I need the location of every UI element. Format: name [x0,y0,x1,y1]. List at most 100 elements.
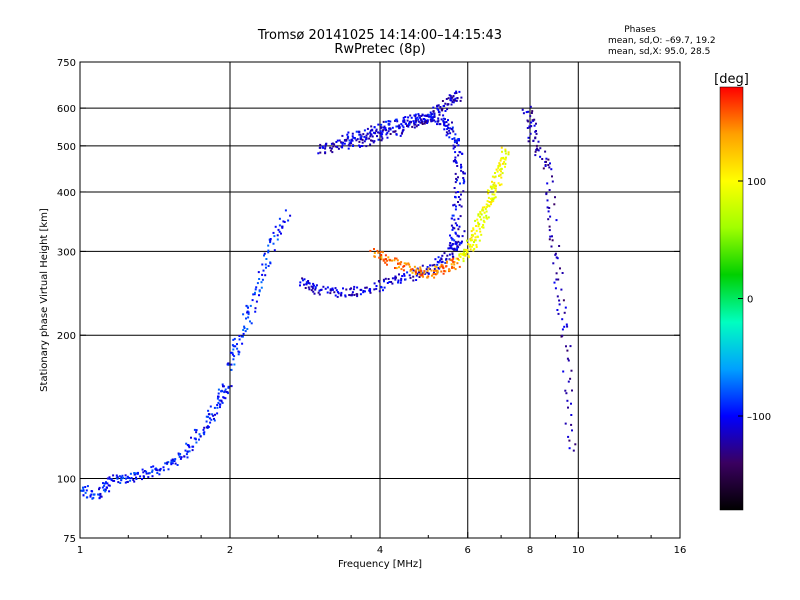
data-point [103,484,106,487]
data-point [217,402,220,404]
data-point [475,246,478,248]
data-point [491,197,494,200]
data-point [445,131,448,134]
data-point [245,317,247,320]
data-point [221,383,224,386]
data-point [475,229,478,232]
data-point [562,370,565,373]
data-point [454,97,457,100]
data-point [425,268,428,271]
data-point [485,214,488,217]
data-point [498,162,501,165]
data-point [317,291,320,294]
data-point [440,270,443,273]
data-point [456,97,459,100]
data-point [380,254,383,256]
data-point [459,256,462,258]
data-point [319,146,322,149]
data-point [389,120,392,123]
data-point [356,286,359,289]
data-point [436,270,439,273]
data-point [533,124,536,127]
data-point [452,248,455,251]
data-point [359,145,361,148]
data-point [414,123,417,126]
data-point [415,125,418,128]
data-point [454,231,457,234]
data-point [429,111,432,114]
data-point [143,470,146,472]
data-point [120,476,123,479]
data-point [407,116,410,119]
data-point [198,433,201,436]
data-point [485,206,488,208]
data-point [451,243,454,246]
data-point [539,155,542,158]
data-point [232,345,235,348]
data-point [398,266,400,269]
data-point [346,133,349,136]
data-point [365,134,368,137]
data-point [209,421,212,424]
data-point [459,198,462,201]
data-point [474,236,477,239]
data-point [232,358,235,361]
data-point [453,239,456,242]
data-point [219,406,221,409]
data-point [410,116,413,119]
data-point [127,476,130,479]
data-point [129,479,132,482]
data-point [395,125,398,128]
data-point [283,221,286,223]
data-point [395,276,397,279]
data-point [219,403,222,406]
data-point [458,265,461,268]
data-point [459,252,462,255]
data-point [260,286,263,289]
data-point [230,363,233,366]
data-point [478,223,481,226]
data-point [178,453,181,456]
data-point [500,183,503,186]
data-point [415,119,418,122]
data-point [166,462,169,465]
data-point [557,278,560,281]
data-point [343,139,346,142]
x-tick-label: 8 [527,545,533,556]
data-point [418,273,421,276]
data-point [455,205,457,208]
data-point [199,435,202,438]
data-point [462,260,465,263]
data-point [272,231,275,234]
data-point [530,121,533,124]
data-point [442,117,445,120]
phases-header: Phases [624,25,656,35]
data-point [382,289,384,292]
data-point [377,123,380,126]
data-point [208,417,211,420]
data-point [454,222,457,225]
data-point [480,233,483,236]
data-point [82,486,84,489]
data-point [551,175,553,178]
data-point [444,270,447,273]
data-point [233,337,236,340]
data-point [329,292,332,295]
data-point [436,120,439,123]
data-point [277,228,280,231]
data-point [455,241,458,244]
data-point [554,252,557,255]
data-point [326,286,329,289]
data-point [148,472,151,475]
data-point [448,136,451,139]
data-point [397,262,399,265]
data-point [311,287,314,290]
data-point [366,132,369,135]
data-point [454,160,457,162]
data-point [439,266,442,269]
data-point [534,154,537,157]
data-point [558,245,561,247]
data-point [395,257,398,260]
data-point [247,316,250,319]
data-point [310,285,313,288]
